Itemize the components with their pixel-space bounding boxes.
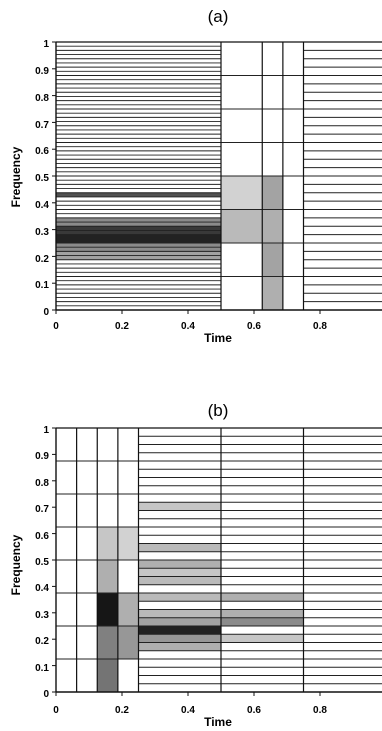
- panel-a-ytick: 0.2: [35, 254, 49, 265]
- panel-b-ytick: 0: [43, 689, 49, 700]
- panel-a-title: (a): [208, 7, 229, 26]
- panel-b-shaded-tile: [221, 617, 304, 626]
- panel-b: (b) 1 0.9 0.8 0.7 0.6 0.5 0.4 0.3 0.2 0.…: [9, 401, 382, 729]
- panel-b-shaded-tile: [138, 642, 221, 651]
- panel-a-xtick: 0.6: [247, 321, 261, 332]
- panel-b-shaded-tile: [138, 617, 221, 626]
- panel-b-shaded-tile: [138, 502, 221, 511]
- panel-b-y-axis-label: Frequency: [9, 534, 23, 595]
- panel-b-ytick: 0.3: [35, 610, 49, 621]
- panel-b-shaded-tile: [138, 609, 221, 618]
- panel-b-shaded-tile: [138, 634, 221, 643]
- panel-b-shaded-tile: [97, 527, 118, 560]
- panel-a-xtick: 0.2: [115, 321, 129, 332]
- panel-a: (a) 1 0.9 0.8 0.7 0.6 0.5 0.4 0.3 0.2 0.…: [9, 7, 382, 345]
- panel-b-ytick: 0.2: [35, 636, 49, 647]
- panel-b-ytick: 0.5: [35, 557, 49, 568]
- panel-a-ytick: 0.4: [35, 200, 49, 211]
- panel-b-shaded-tile: [117, 527, 139, 560]
- panel-a-ytick: 0.7: [35, 120, 49, 131]
- panel-a-y-axis-label: Frequency: [9, 146, 23, 207]
- panel-a-ytick: 0.8: [35, 93, 49, 104]
- panel-a-ytick: 0.1: [35, 280, 49, 291]
- panel-b-title: (b): [208, 401, 229, 420]
- panel-a-plot-area: [52, 41, 382, 314]
- panel-b-xtick: 0.8: [313, 705, 327, 716]
- panel-a-shaded-tile: [262, 209, 283, 243]
- panel-b-ytick: 0.6: [35, 531, 49, 542]
- panel-b-ytick: 1: [43, 425, 49, 436]
- panel-a-shaded-tile: [262, 176, 283, 210]
- panel-b-shaded-tile: [97, 626, 118, 659]
- panel-b-ytick: 0.7: [35, 504, 49, 515]
- panel-a-xtick: 0: [53, 321, 59, 332]
- panel-b-shaded-tile: [117, 593, 139, 626]
- panel-b-ytick: 0.1: [35, 663, 49, 674]
- panel-a-shaded-tile: [56, 192, 221, 197]
- panel-b-xtick: 0: [53, 705, 59, 716]
- panel-a-ytick: 0.9: [35, 66, 49, 77]
- panel-b-shaded-tile: [138, 576, 221, 585]
- panel-b-xtick: 0.2: [115, 705, 129, 716]
- panel-a-ytick: 1: [43, 39, 49, 50]
- panel-a-xtick: 0.4: [181, 321, 195, 332]
- panel-b-shaded-tile: [138, 560, 221, 569]
- panel-b-plot-area: [52, 427, 382, 696]
- panel-a-ytick: 0.5: [35, 173, 49, 184]
- panel-b-shaded-tile: [97, 593, 118, 626]
- panel-b-shaded-tile: [138, 568, 221, 577]
- panel-a-xtick: 0.8: [313, 321, 327, 332]
- panel-a-x-axis-label: Time: [204, 331, 232, 345]
- panel-b-shaded-tile: [138, 593, 221, 602]
- panel-b-shaded-tile: [138, 626, 221, 635]
- panel-a-ytick: 0.6: [35, 146, 49, 157]
- panel-a-shaded-tile: [262, 243, 283, 277]
- panel-b-shaded-tile: [221, 593, 304, 602]
- panel-b-ytick: 0.9: [35, 451, 49, 462]
- panel-b-shaded-tile: [138, 543, 221, 552]
- panel-b-ytick: 0.4: [35, 583, 49, 594]
- panel-a-ytick: 0: [43, 307, 49, 318]
- panel-b-x-axis-label: Time: [204, 715, 232, 729]
- panel-b-xtick: 0.4: [181, 705, 195, 716]
- panel-b-shaded-tile: [97, 659, 118, 692]
- panel-a-ytick: 0.3: [35, 227, 49, 238]
- panel-a-shaded-tile: [262, 276, 283, 310]
- panel-b-shaded-tile: [117, 626, 139, 659]
- panel-b-ytick: 0.8: [35, 478, 49, 489]
- panel-b-shaded-tile: [97, 560, 118, 593]
- panel-b-shaded-tile: [221, 634, 304, 643]
- panel-a-shaded-tile: [221, 209, 263, 243]
- panel-a-shaded-tile: [221, 176, 263, 210]
- panel-b-xtick: 0.6: [247, 705, 261, 716]
- panel-b-shaded-tile: [221, 609, 304, 618]
